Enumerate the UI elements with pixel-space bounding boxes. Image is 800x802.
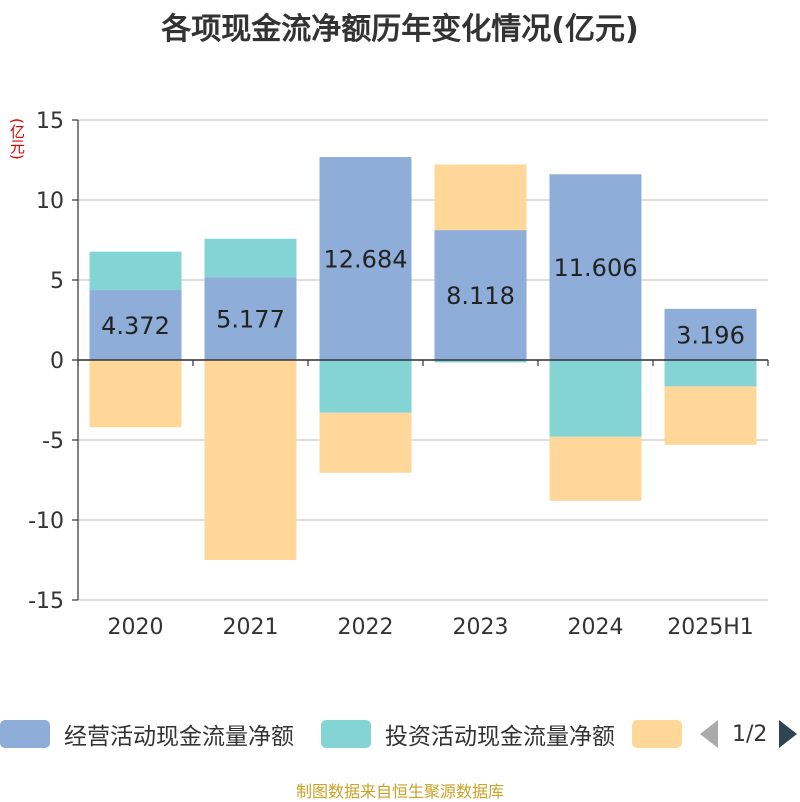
- legend-swatch-financing: [632, 720, 682, 748]
- y-tick-label: 0: [50, 349, 64, 374]
- bar-financing-2022: [319, 412, 412, 473]
- y-axis-unit-label: (亿元): [8, 118, 26, 160]
- bar-financing-2021: [204, 360, 297, 560]
- x-tick-label: 2024: [568, 615, 624, 640]
- bar-operating-2022: [319, 157, 412, 360]
- x-tick-label: 2021: [223, 615, 279, 640]
- bar-operating-2025H1: [664, 308, 757, 360]
- data-label: 8.118: [446, 282, 515, 310]
- legend-item-operating[interactable]: 经营活动现金流量净额: [0, 716, 294, 752]
- legend-next-page-icon[interactable]: [779, 720, 798, 748]
- legend-item-investing[interactable]: 投资活动现金流量净额: [321, 716, 615, 752]
- legend-label-operating: 经营活动现金流量净额: [64, 724, 294, 750]
- x-tick-label: 2022: [338, 615, 394, 640]
- data-label: 3.196: [676, 321, 745, 349]
- legend-swatch-operating: [0, 720, 50, 748]
- bar-financing-2025H1: [664, 386, 757, 445]
- data-label: 5.177: [216, 306, 285, 334]
- y-tick-label: -15: [28, 589, 64, 614]
- bar-investing-2025H1: [664, 360, 757, 387]
- y-tick-label: 15: [36, 109, 64, 134]
- bar-operating-2023: [434, 230, 527, 360]
- bar-investing-2022: [319, 360, 412, 413]
- data-label: 11.606: [554, 254, 638, 282]
- data-label: 12.684: [324, 246, 408, 274]
- data-label: 4.372: [101, 312, 170, 340]
- data-source-note: 制图数据来自恒生聚源数据库: [295, 782, 504, 801]
- y-tick-label: 5: [50, 269, 64, 294]
- y-tick-label: -10: [28, 509, 64, 534]
- bar-operating-2020: [89, 290, 182, 360]
- chart-title: 各项现金流净额历年变化情况(亿元): [161, 12, 639, 47]
- legend-item-financing[interactable]: [632, 716, 682, 752]
- bar-operating-2024: [549, 174, 642, 360]
- legend-pager: 1/2: [700, 716, 798, 752]
- bar-financing-2020: [89, 360, 182, 428]
- bar-operating-2021: [204, 277, 297, 360]
- bar-investing-2023: [434, 360, 527, 363]
- legend: 经营活动现金流量净额 投资活动现金流量净额 1/2: [0, 716, 800, 752]
- legend-label-investing: 投资活动现金流量净额: [385, 724, 615, 750]
- bar-financing-2023: [434, 164, 527, 231]
- x-tick-label: 2023: [453, 615, 509, 640]
- x-tick-label: 2020: [108, 615, 164, 640]
- chart-area: 15 10 5 0 -5 -10 -15 4.372 5.177 12.684 8.118 11.60…: [28, 109, 769, 640]
- bar-financing-2024: [549, 436, 642, 501]
- x-tick-label: 2025H1: [667, 615, 754, 640]
- y-tick-label: -5: [42, 429, 64, 454]
- legend-prev-page-icon[interactable]: [700, 720, 718, 748]
- bar-investing-2024: [549, 360, 642, 437]
- y-tick-label: 10: [36, 189, 64, 214]
- bar-investing-2020: [89, 251, 182, 291]
- legend-swatch-investing: [321, 720, 371, 748]
- bar-investing-2021: [204, 238, 297, 278]
- legend-page-indicator: 1/2: [732, 721, 768, 747]
